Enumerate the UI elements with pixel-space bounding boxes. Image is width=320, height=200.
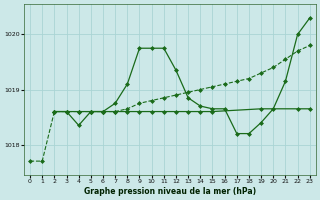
X-axis label: Graphe pression niveau de la mer (hPa): Graphe pression niveau de la mer (hPa) bbox=[84, 187, 256, 196]
